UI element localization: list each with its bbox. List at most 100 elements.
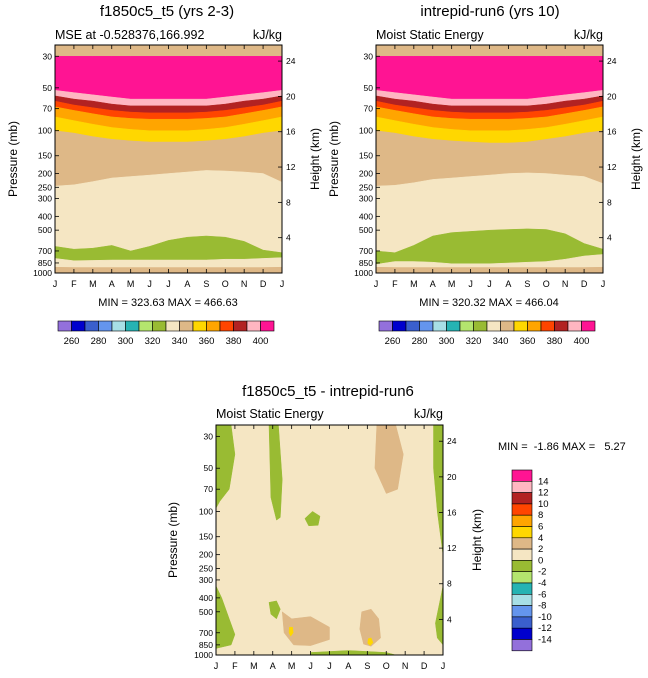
panel-diff-x-tick-label: J	[214, 661, 219, 671]
panel-b-y-tick-label: 100	[359, 126, 373, 136]
panel-b-y-label: Pressure (mb)	[327, 121, 341, 197]
panel-diff-x-tick-label: N	[402, 661, 409, 671]
panel-b-contour-area	[375, 45, 604, 274]
panel-diff-contour-region	[268, 600, 281, 620]
panel-b-y-tick-label: 400	[359, 211, 373, 221]
panel-b-y2-tick-label: 16	[607, 127, 617, 137]
panel-diff-y-label: Pressure (mb)	[166, 502, 180, 578]
panel-a-y-tick-label: 30	[43, 51, 53, 61]
panel-b-x-tick-label: J	[487, 279, 492, 289]
panel-b-y-tick-label: 70	[364, 104, 374, 114]
panel-a-x-tick-label: A	[184, 279, 190, 289]
panel-b-y-tick-label: 200	[359, 169, 373, 179]
panel-b-colorbar-swatch	[513, 320, 528, 332]
panel-b-title: intrepid-run6 (yrs 10)	[420, 3, 559, 20]
panel-diff-x-tick-label: J	[308, 661, 313, 671]
panel-a-y-tick-label: 50	[43, 83, 53, 93]
panel-a-colorbar-label: 260	[64, 336, 80, 347]
panel-a-x-tick-label: N	[241, 279, 248, 289]
panel-a-colorbar-swatch	[246, 320, 261, 332]
panel-a-y-tick-label: 200	[38, 169, 52, 179]
panel-b-y2-tick-label: 4	[607, 233, 612, 243]
panel-a-y-tick-label: 100	[38, 126, 52, 136]
panel-diff-contour-region	[288, 626, 294, 637]
panel-a-y-tick-label: 300	[38, 194, 52, 204]
panel-a-x-tick-label: O	[222, 279, 229, 289]
panel-diff-colorbar-swatch	[511, 503, 533, 516]
panel-b-colorbar-label: 360	[520, 336, 536, 347]
panel-diff-colorbar-swatch	[511, 605, 533, 618]
panel-diff-y2-label: Height (km)	[470, 509, 484, 571]
panel-diff-colorbar-swatch	[511, 571, 533, 584]
panel-b-y-tick-label: 300	[359, 194, 373, 204]
panel-diff-colorbar-label: -8	[538, 601, 546, 612]
panel-diff-colorbar-swatch	[511, 560, 533, 573]
panel-b-y-tick-label: 500	[359, 225, 373, 235]
panel-a-y2-tick-label: 20	[286, 91, 296, 101]
panel-b-y2-tick-label: 12	[607, 162, 617, 172]
panel-diff-colorbar-swatch	[511, 582, 533, 595]
panel-a-colorbar-label: 400	[253, 336, 269, 347]
panel-a-colorbar-label: 360	[199, 336, 215, 347]
panel-b-x-tick-label: S	[524, 279, 530, 289]
panel-diff-colorbar-swatch	[511, 514, 533, 527]
panel-b-y-tick-label: 700	[359, 246, 373, 256]
panel-diff-subtitle-left: Moist Static Energy	[216, 407, 324, 421]
panel-a-colorbar-swatch	[233, 320, 248, 332]
panel-diff-y2-tick-label: 4	[447, 614, 452, 624]
panel-b-stats: MIN = 320.32 MAX = 466.04	[419, 297, 558, 309]
panel-a-contour-area	[54, 45, 283, 274]
panel-diff-y-tick-label: 70	[204, 484, 214, 494]
panel-diff-colorbar-swatch	[511, 639, 533, 652]
panel-a-colorbar-label: 280	[91, 336, 107, 347]
panel-b-subtitle-left: Moist Static Energy	[376, 28, 484, 42]
panel-b-colorbar-label: 400	[574, 336, 590, 347]
panel-a-y-tick-label: 150	[38, 151, 52, 161]
panel-b-contour-band	[375, 56, 604, 100]
panel-b-colorbar-swatch	[473, 320, 488, 332]
panel-diff-colorbar-swatch	[511, 480, 533, 493]
panel-diff-y-tick-label: 150	[199, 532, 213, 542]
panel-diff-x-tick-label: M	[288, 661, 296, 671]
panel-diff-contour-area	[215, 424, 444, 656]
panel-b-colorbar-label: 260	[385, 336, 401, 347]
panel-a-y2-tick-label: 12	[286, 162, 296, 172]
panel-a: f1850c5_t5 (yrs 2-3) MSE at -0.528376,16…	[6, 3, 322, 347]
panel-diff-x-tick-label: J	[441, 661, 446, 671]
panel-a-x-tick-label: M	[127, 279, 135, 289]
panel-a-subtitle-left: MSE at -0.528376,166.992	[55, 28, 204, 42]
panel-diff-colorbar-label: -12	[538, 623, 552, 634]
panel-b-y2-label: Height (km)	[629, 128, 643, 190]
panel-b-colorbar-swatch	[567, 320, 582, 332]
panel-diff-y-tick-label: 50	[204, 463, 214, 473]
panel-b-x-tick-label: M	[410, 279, 418, 289]
panel-b: intrepid-run6 (yrs 10) Moist Static Ener…	[327, 3, 643, 347]
panel-b-colorbar-swatch	[527, 320, 542, 332]
panel-b-y2-tick-label: 20	[607, 91, 617, 101]
panel-diff-y-tick-label: 250	[199, 564, 213, 574]
panel-a-y-tick-label: 250	[38, 182, 52, 192]
panel-diff-y2-tick-label: 24	[447, 436, 457, 446]
panel-diff-x-tick-label: F	[232, 661, 238, 671]
panel-b-colorbar-swatch	[459, 320, 474, 332]
panel-a-y2-tick-label: 16	[286, 127, 296, 137]
panel-a-x-tick-label: A	[109, 279, 115, 289]
panel-diff-y-tick-label: 500	[199, 607, 213, 617]
panel-b-x-tick-label: J	[601, 279, 606, 289]
panel-diff-colorbar-swatch	[511, 537, 533, 550]
panel-b-x-tick-label: J	[468, 279, 473, 289]
panel-diff-title: f1850c5_t5 - intrepid-run6	[242, 383, 414, 400]
panel-a-colorbar-label: 320	[145, 336, 161, 347]
panel-a-colorbar: 260 280 300 320 340 360 380 400	[57, 320, 275, 347]
panel-b-colorbar-label: 340	[493, 336, 509, 347]
panel-diff-y-tick-label: 850	[199, 640, 213, 650]
panel-a-stats: MIN = 323.63 MAX = 466.63	[98, 297, 237, 309]
panel-diff-background-fill	[216, 425, 443, 655]
panel-a-colorbar-swatch	[165, 320, 180, 332]
panel-b-x-tick-label: M	[448, 279, 456, 289]
panel-diff-colorbar-label: 12	[538, 488, 549, 499]
panel-diff-y-tick-label: 30	[204, 431, 214, 441]
panel-a-colorbar-swatch	[192, 320, 207, 332]
